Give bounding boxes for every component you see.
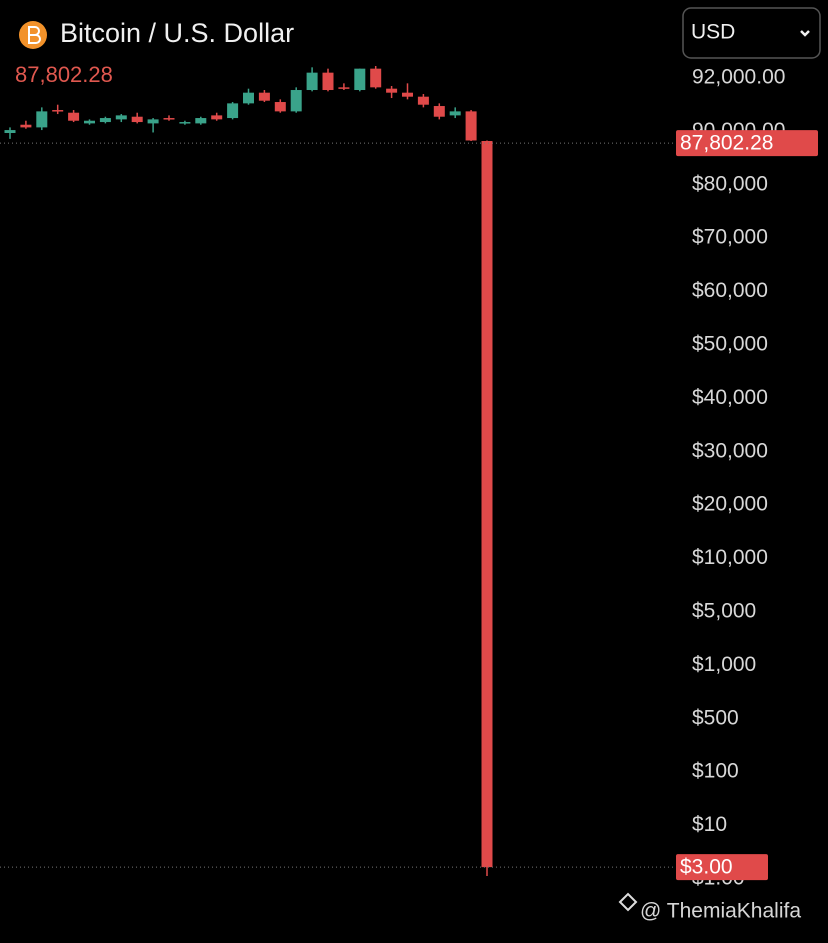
- candle-body: [306, 72, 318, 91]
- y-tick-label: $70,000: [692, 226, 768, 249]
- y-tick-label: $500: [692, 706, 739, 729]
- candle-body: [211, 115, 223, 120]
- candle-body: [449, 111, 461, 116]
- candle-body: [179, 122, 191, 124]
- candle-body: [402, 92, 413, 97]
- y-tick-label: $80,000: [692, 172, 768, 195]
- candle-body: [20, 124, 32, 128]
- watermark: @ ThemiaKhalifa: [618, 892, 801, 923]
- candle-body: [290, 90, 302, 112]
- candle-body: [36, 111, 48, 128]
- price-badge: [676, 130, 818, 157]
- candle-body: [417, 96, 429, 105]
- candle-body: [433, 106, 445, 117]
- candle-body: [386, 88, 398, 93]
- y-tick-label: $40,000: [692, 386, 768, 409]
- candle-body: [147, 119, 159, 124]
- y-tick-label: 92,000.00: [692, 66, 785, 89]
- y-tick-label: $1,000: [692, 653, 756, 676]
- candle-body: [195, 118, 207, 124]
- candle-body: [243, 92, 254, 104]
- candle-body: [115, 115, 127, 120]
- y-tick-label: $50,000: [692, 333, 768, 356]
- candle-body: [258, 92, 270, 101]
- price-badge-label: 87,802.28: [680, 132, 773, 155]
- bitcoin-icon-glyph: [28, 26, 41, 44]
- y-tick-label: $100: [692, 760, 739, 783]
- price-badge: [676, 854, 768, 881]
- currency-label[interactable]: USD: [691, 21, 735, 44]
- y-tick-label: $60,000: [692, 279, 768, 302]
- candle-body: [163, 118, 175, 120]
- candle-body: [481, 141, 493, 868]
- candle-body: [131, 116, 143, 123]
- current-price: 87,802.28: [15, 62, 113, 87]
- currency-select[interactable]: [682, 7, 821, 59]
- candle-body: [354, 68, 366, 91]
- candle-body: [338, 87, 350, 89]
- chart-title: Bitcoin / U.S. Dollar: [60, 18, 294, 48]
- watermark-text: @ ThemiaKhalifa: [640, 900, 801, 923]
- y-tick-label: $10: [692, 813, 727, 836]
- select-chevron: [800, 30, 810, 37]
- candle-body: [52, 110, 64, 112]
- candle-body: [84, 120, 95, 124]
- candle-body: [4, 130, 16, 134]
- candle-body: [465, 111, 477, 141]
- candle-body: [274, 102, 286, 112]
- candle-body: [227, 103, 239, 119]
- header: Bitcoin / U.S. Dollar 87,802.28 USD: [15, 7, 821, 87]
- watermark-logo: [618, 892, 638, 912]
- y-tick-label: $10,000: [692, 546, 768, 569]
- candle-body: [99, 118, 111, 123]
- y-tick-label: $30,000: [692, 439, 768, 462]
- candle-body: [370, 68, 382, 88]
- price-badge-label: $3.00: [680, 856, 733, 879]
- y-tick-label: $20,000: [692, 493, 768, 516]
- candle-body: [322, 72, 334, 91]
- candle-body: [68, 112, 80, 121]
- y-tick-label: $5,000: [692, 600, 756, 623]
